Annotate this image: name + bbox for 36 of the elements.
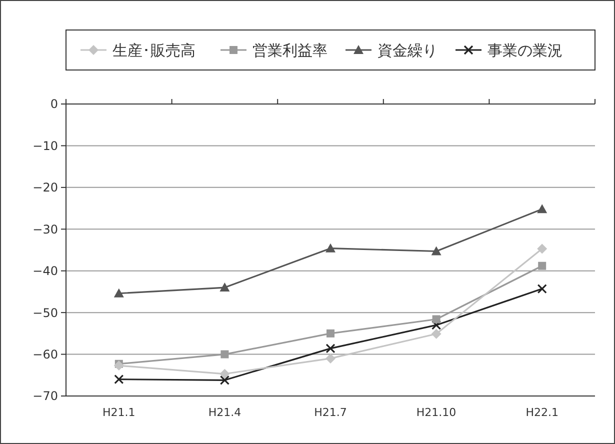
- y-tick-label: −60: [32, 347, 58, 362]
- point: [326, 353, 336, 364]
- x-tick-label: H22.1: [526, 406, 558, 419]
- point: [220, 282, 230, 292]
- y-tick-label: −20: [32, 180, 58, 195]
- y-tick-label: −50: [32, 306, 58, 320]
- y-tick-label: −10: [32, 138, 58, 153]
- y-tick-label: −40: [32, 264, 58, 278]
- point: [537, 204, 548, 214]
- y-tick-label: 0: [50, 97, 58, 112]
- x-tick-label: H21.1: [102, 406, 136, 419]
- point: [537, 284, 547, 294]
- point: [537, 244, 548, 254]
- legend-label: 事業の業況: [488, 41, 562, 60]
- y-tick-label: −30: [32, 222, 58, 236]
- legend-label: 資金繰り: [378, 41, 438, 60]
- point: [220, 368, 230, 379]
- point: [431, 328, 442, 339]
- legend-label: 生産･販売高: [112, 41, 196, 60]
- y-tick-label: −70: [32, 389, 58, 404]
- legend-label: 営業利益率: [252, 41, 328, 60]
- point: [326, 344, 336, 354]
- point: [431, 246, 442, 256]
- point: [114, 374, 124, 384]
- point: [326, 243, 336, 252]
- point: [114, 288, 124, 298]
- x-tick-label: H21.7: [314, 406, 347, 419]
- point: [538, 262, 546, 270]
- point: [432, 320, 442, 330]
- point: [326, 329, 334, 338]
- point: [220, 350, 229, 358]
- point: [114, 360, 124, 371]
- point: [220, 375, 230, 385]
- x-tick-label: H21.10: [416, 406, 456, 419]
- point: [432, 315, 440, 324]
- x-tick-label: H21.4: [208, 406, 242, 419]
